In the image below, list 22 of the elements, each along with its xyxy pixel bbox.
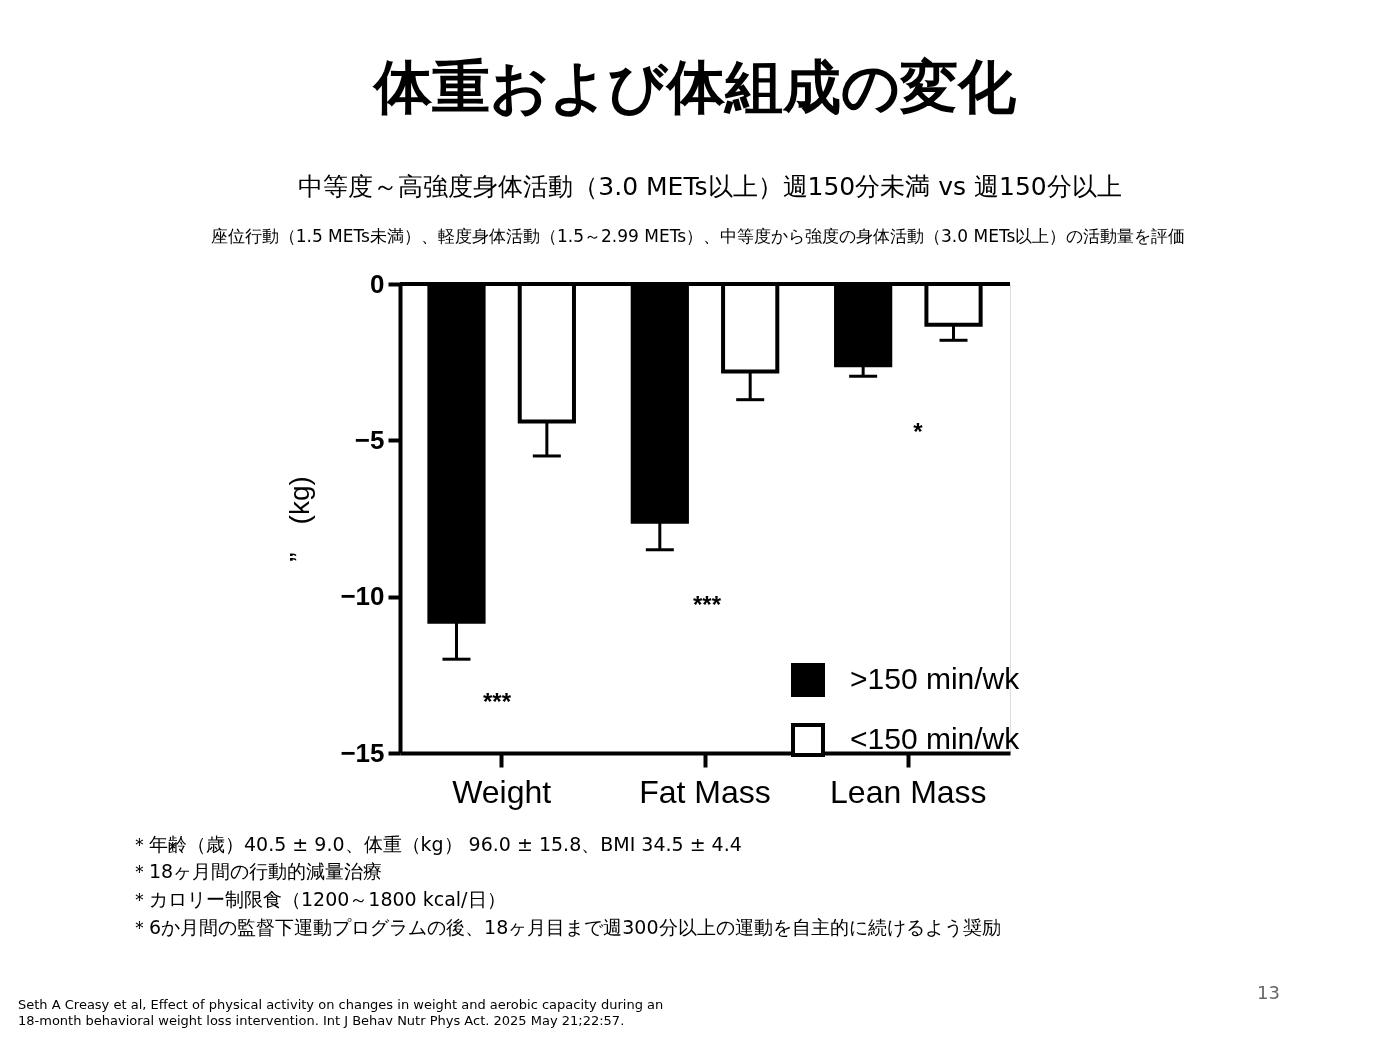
legend-label: >150 min/wk <box>850 662 1021 695</box>
y-tick-label: −10 <box>340 581 385 612</box>
y-tick-label: −15 <box>340 737 385 768</box>
text: ＊6か月間の監督下運動プログラムの後、18ヶ月目まで週300分以上の運動を自主的に続けるよう奨励 <box>130 916 1001 938</box>
x-tick-label: Weight <box>452 773 552 810</box>
text: 13 <box>1257 982 1280 1003</box>
chart-subtitle: 中等度～高強度身体活動（3.0 METs以上）週150分未満 vs 週150分以上 <box>298 172 1122 201</box>
text: ＊年齢（歳）40.5 ± 9.0、体重（kg） 96.0 ± 15.8、BMI 34.5 ± 4.4 <box>130 833 742 855</box>
y-axis-title: ” (kg) <box>284 476 316 562</box>
annotation: *** <box>692 591 722 618</box>
annotation: *** <box>482 688 512 715</box>
text: ＊18ヶ月間の行動的減量治療 <box>130 860 383 882</box>
x-tick-label: Fat Mass <box>639 773 771 810</box>
chart-title: 体重および体組成の変化 <box>372 53 1017 121</box>
x-tick-label: Lean Mass <box>830 773 987 810</box>
y-tick-label: 0 <box>370 268 385 299</box>
annotation: * <box>913 418 924 445</box>
text: 座位行動（1.5 METs未満）、軽度身体活動（1.5～2.99 METs）、中等度から強度の身体活動（3.0 METs以上）の活動量を評価 <box>210 226 1186 246</box>
text: ＊カロリー制限食（1200～1800 kcal/日） <box>130 888 506 910</box>
legend-label: <150 min/wk <box>850 722 1021 755</box>
y-tick-label: −5 <box>354 424 385 455</box>
text: Seth A Creasy et al, Effect of physical activity on changes in weight and aerobic capacity during an 18-month behavioral weight loss intervention. Int J Behav Nutr Phys Act. 2025 May 21;22:57. <box>18 997 664 1028</box>
